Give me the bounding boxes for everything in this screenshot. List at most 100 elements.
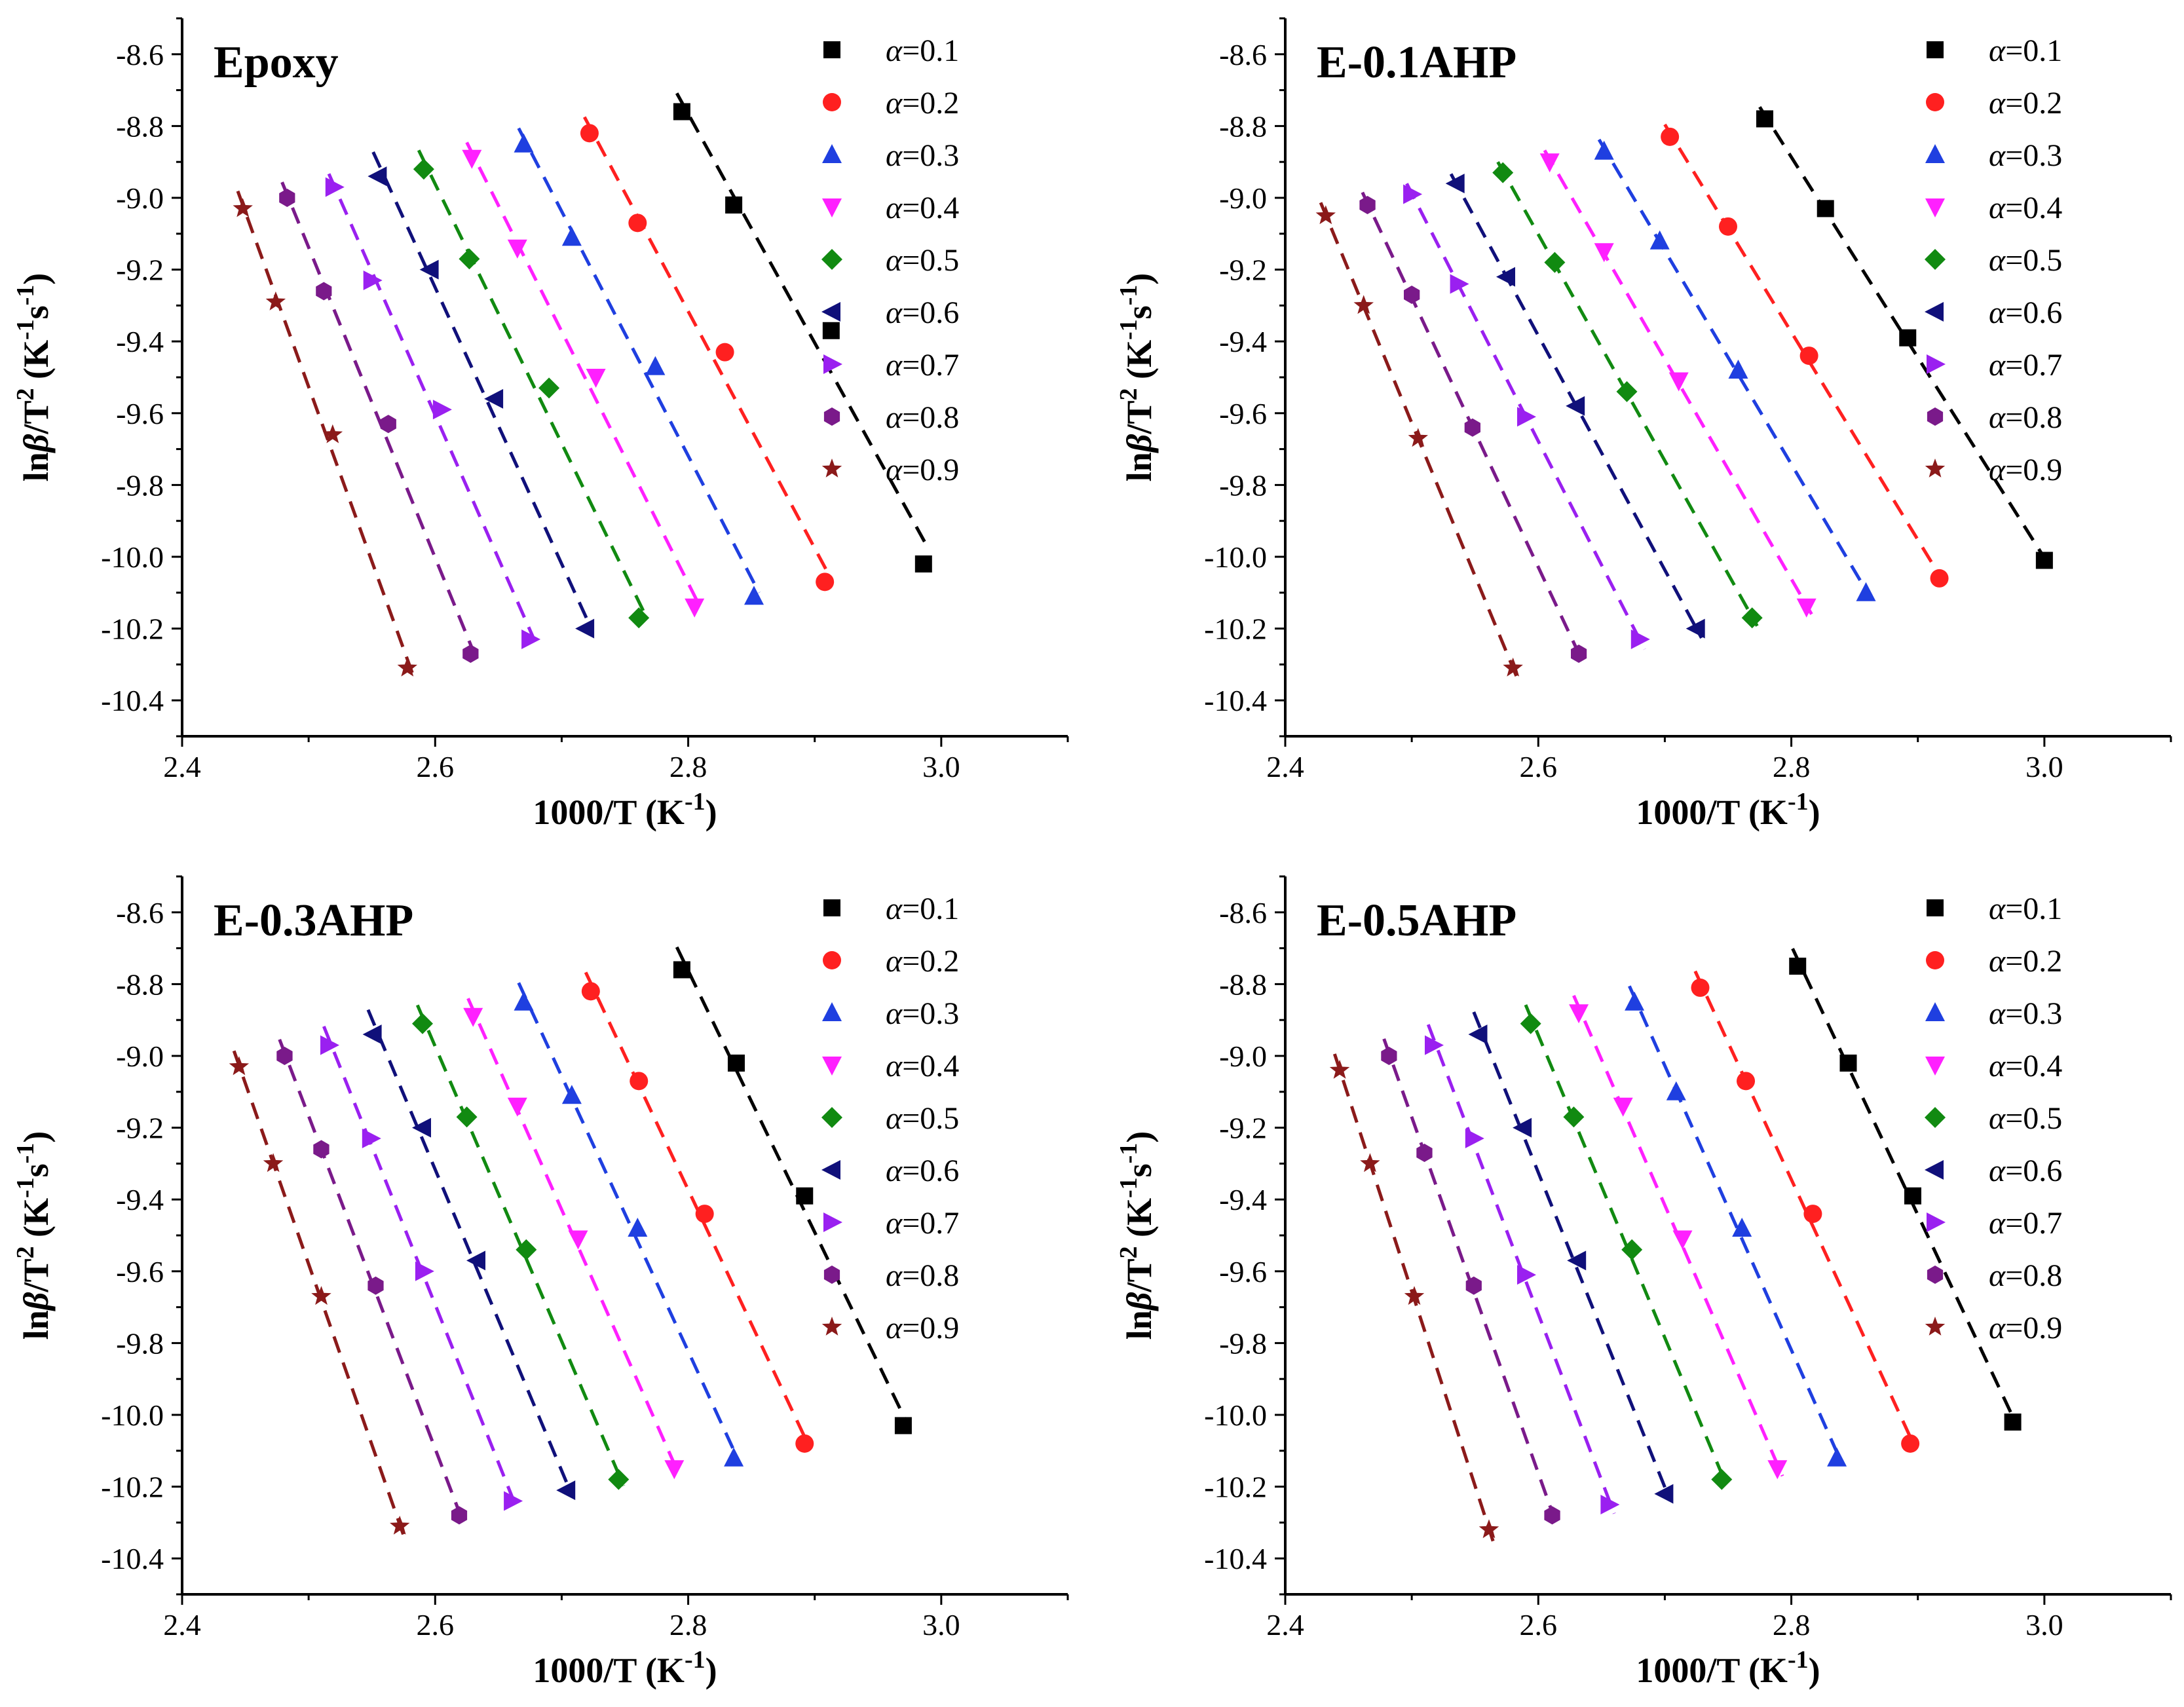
data-point	[628, 607, 650, 629]
y-tick-label: -8.8	[116, 967, 164, 1001]
legend-label: α=0.6	[1989, 295, 2062, 330]
data-point	[229, 1056, 250, 1076]
legend-item: α=0.5	[1925, 1101, 2062, 1136]
series-alpha-0.3	[514, 982, 744, 1467]
chart-panel-4: 2.4 2.6 2.8 3.0 -8.6 -8.8 -9.0 -9.2 -9.4 -9.6 -9.8…	[1115, 875, 2172, 1690]
y-tick-label: -8.6	[116, 38, 164, 71]
data-point	[390, 1515, 410, 1535]
data-point	[1899, 329, 1917, 347]
data-point	[233, 198, 253, 217]
legend-item: α=0.9	[821, 1311, 959, 1345]
series-alpha-0.7	[325, 173, 541, 649]
series-alpha-0.1	[673, 92, 932, 572]
fit-line	[1543, 149, 1813, 615]
legend-marker	[1926, 951, 1944, 969]
fit-line	[675, 946, 910, 1427]
data-point	[1930, 569, 1949, 588]
legend-label: α=0.5	[886, 1101, 959, 1136]
legend-marker	[1925, 249, 1946, 270]
data-point	[466, 1250, 485, 1271]
y-tick-label: -9.6	[116, 397, 164, 430]
y-tick-label: -10.2	[101, 1471, 164, 1504]
series-alpha-0.9	[1329, 1053, 1499, 1545]
data-point	[1796, 598, 1817, 618]
legend-marker	[1927, 41, 1944, 58]
legend-marker	[1925, 144, 1945, 163]
legend-marker	[821, 1160, 840, 1180]
legend-label: α=0.3	[1989, 996, 2062, 1031]
legend-item: α=0.8	[823, 400, 959, 435]
legend-label: α=0.9	[1989, 1311, 2062, 1345]
x-tick-label: 2.8	[669, 1608, 707, 1641]
data-point	[1408, 428, 1428, 447]
data-point	[367, 1276, 384, 1295]
data-point	[796, 1187, 814, 1205]
legend-label: α=0.6	[886, 1154, 959, 1188]
legend-item: α=0.1	[823, 891, 959, 926]
y-tick-label: -8.6	[1219, 896, 1267, 929]
series-alpha-0.7	[320, 1026, 523, 1511]
data-point	[630, 1072, 649, 1091]
fit-line	[582, 116, 832, 578]
data-point	[724, 1447, 744, 1467]
data-point	[463, 1007, 483, 1027]
data-point	[1732, 1218, 1752, 1237]
legend-label: α=0.1	[1989, 891, 2062, 926]
data-point	[1594, 243, 1614, 263]
fit-line	[675, 92, 930, 550]
y-tick-label: -9.8	[1219, 1326, 1267, 1360]
legend-item: α=0.4	[822, 1049, 959, 1083]
legend-label: α=0.2	[886, 944, 959, 979]
x-tick-label: 2.4	[163, 1608, 201, 1641]
y-tick-label: -8.6	[116, 896, 164, 929]
series-alpha-0.5	[1520, 1004, 1733, 1490]
data-point	[484, 388, 504, 409]
legend-label: α=0.5	[1989, 243, 2062, 278]
legend-label: α=0.3	[886, 996, 959, 1031]
data-point	[265, 291, 286, 310]
y-tick-label: -9.4	[1219, 1183, 1267, 1216]
data-point	[456, 1106, 478, 1128]
data-point	[1503, 657, 1523, 677]
series-alpha-0.5	[413, 149, 650, 629]
data-point	[1496, 267, 1515, 287]
y-tick-label: -10.2	[1204, 612, 1267, 646]
data-point	[1539, 153, 1560, 173]
data-point	[1625, 991, 1645, 1011]
data-point	[415, 1261, 434, 1281]
data-point	[1756, 110, 1774, 128]
data-point	[521, 629, 541, 649]
data-point	[816, 572, 835, 591]
legend-label: α=0.4	[1989, 191, 2062, 225]
series-alpha-0.6	[367, 151, 595, 639]
legend-label: α=0.1	[1989, 33, 2062, 68]
y-tick-label: -9.8	[116, 1326, 164, 1360]
legend-marker	[1927, 1212, 1946, 1232]
series-alpha-0.3	[1625, 985, 1847, 1467]
y-axis-title: lnβ/T2 (K-1s-1)	[12, 273, 56, 482]
x-tick-label: 3.0	[922, 1608, 960, 1641]
data-point	[2035, 552, 2053, 569]
series-alpha-0.8	[276, 1038, 468, 1526]
x-tick-label: 3.0	[2025, 1608, 2063, 1641]
data-point	[1901, 1434, 1920, 1453]
legend-item: α=0.2	[1926, 86, 2062, 121]
data-point	[1668, 372, 1689, 392]
series-alpha-0.9	[233, 190, 417, 677]
legend-marker	[823, 899, 840, 916]
data-point	[462, 645, 479, 663]
legend-marker	[821, 1317, 842, 1336]
data-point	[727, 1054, 745, 1072]
series-alpha-0.3	[1594, 138, 1876, 601]
legend-label: α=0.6	[1989, 1154, 2062, 1188]
data-point	[1404, 286, 1420, 304]
y-tick-label: -10.4	[101, 684, 164, 717]
data-point	[462, 149, 482, 169]
series-alpha-0.9	[229, 1050, 410, 1539]
data-point	[538, 377, 560, 399]
y-tick-label: -10.0	[1204, 1398, 1267, 1432]
data-point	[1661, 127, 1680, 146]
data-point	[432, 400, 452, 420]
legend-item: α=0.3	[822, 996, 959, 1031]
x-tick-label: 2.8	[669, 750, 707, 783]
